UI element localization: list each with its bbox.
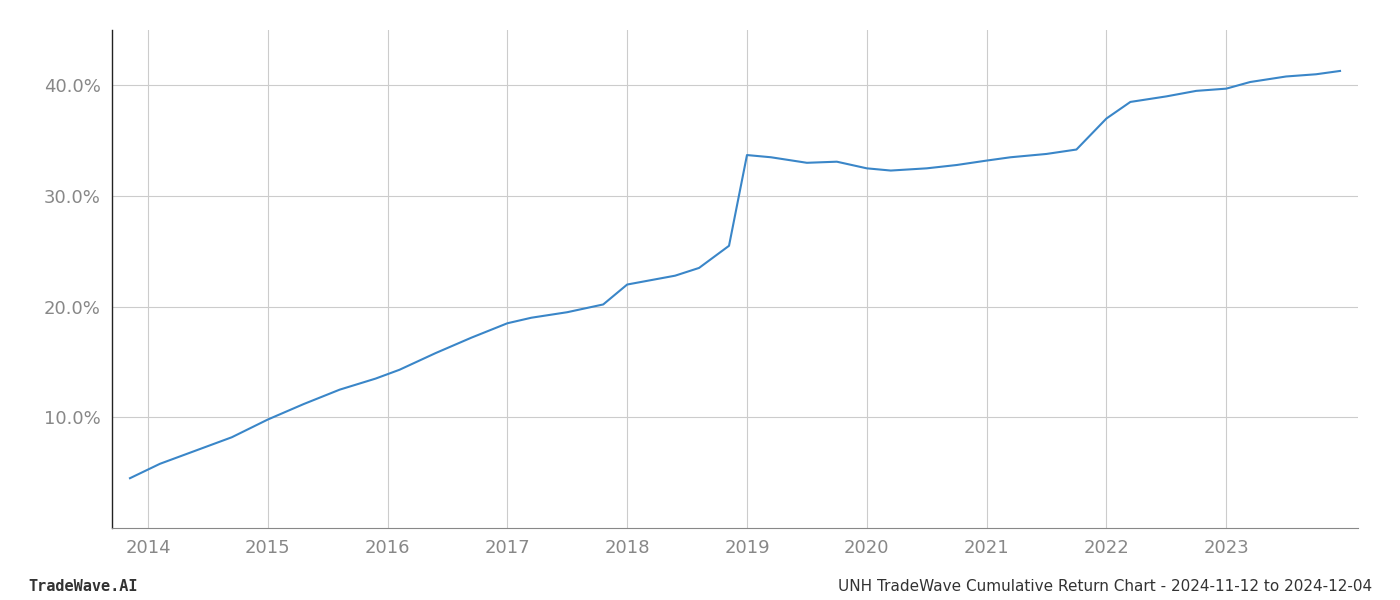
Text: UNH TradeWave Cumulative Return Chart - 2024-11-12 to 2024-12-04: UNH TradeWave Cumulative Return Chart - … [837, 579, 1372, 594]
Text: TradeWave.AI: TradeWave.AI [28, 579, 137, 594]
